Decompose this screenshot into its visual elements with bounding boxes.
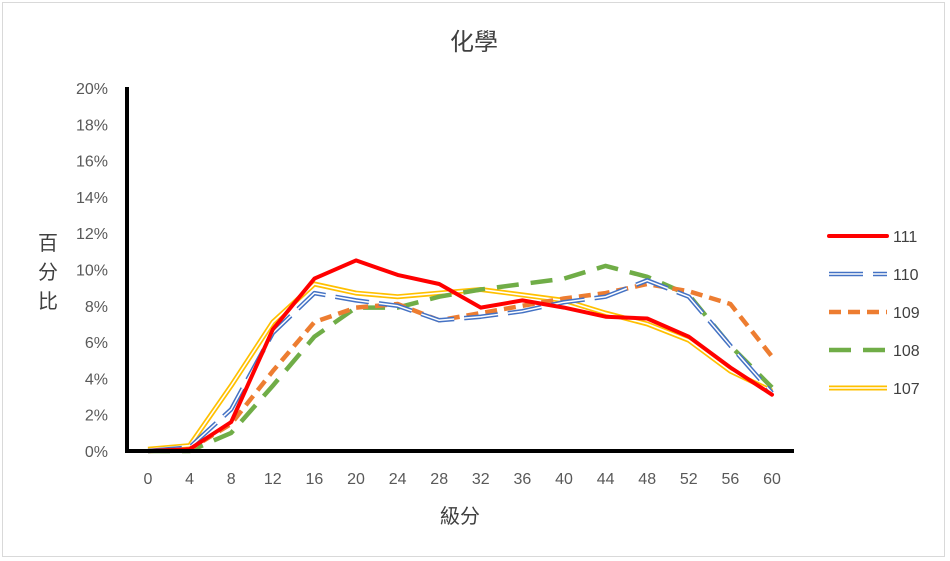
series-109 (147, 281, 774, 454)
legend: 111 110 109 108 107 (827, 229, 920, 398)
series-111-line (146, 258, 774, 453)
x-tick-label: 28 (430, 471, 448, 488)
y-tick-label: 12% (76, 226, 108, 243)
series-111 (146, 258, 774, 453)
chart-title: 化學 (450, 28, 498, 56)
y-tick-label: 14% (76, 190, 108, 207)
x-tick-label: 8 (227, 471, 236, 488)
y-tick-label: 18% (76, 117, 108, 134)
x-tick-label: 20 (347, 471, 365, 488)
y-axis-ticks: 0% 2% 4% 6% 8% 10% 12% 14% 16% 18% 20% (76, 81, 108, 461)
legend-item-111: 111 (827, 229, 917, 246)
y-tick-label: 0% (85, 444, 108, 461)
series-107-line-inner (147, 283, 773, 450)
legend-item-109: 109 (829, 305, 920, 322)
x-tick-label: 12 (264, 471, 282, 488)
y-axis-label: 百分比 (38, 231, 58, 313)
x-axis-ticks: 0 4 8 12 16 20 24 28 32 36 40 44 48 52 56 60 (144, 471, 781, 488)
x-tick-label: 24 (389, 471, 407, 488)
series-107-line (147, 281, 774, 452)
series-lines (146, 258, 774, 454)
x-tick-label: 56 (722, 471, 740, 488)
legend-label: 109 (893, 305, 920, 322)
series-108-line (148, 263, 774, 454)
y-tick-label: 8% (85, 299, 108, 316)
y-tick-label: 10% (76, 263, 108, 280)
x-tick-label: 60 (763, 471, 781, 488)
x-axis-label: 級分 (440, 504, 480, 528)
x-tick-label: 0 (144, 471, 153, 488)
y-tick-label: 6% (85, 335, 108, 352)
y-axis-label-char: 比 (38, 289, 58, 313)
x-tick-label: 40 (555, 471, 573, 488)
y-tick-label: 16% (76, 154, 108, 171)
x-tick-label: 4 (185, 471, 194, 488)
legend-label: 110 (893, 267, 919, 284)
y-tick-label: 4% (85, 371, 108, 388)
series-109-line (147, 281, 774, 454)
legend-item-108: 108 (829, 343, 920, 360)
x-tick-label: 48 (638, 471, 656, 488)
x-tick-label: 52 (680, 471, 698, 488)
legend-item-110: 110 (829, 267, 919, 284)
series-108 (148, 263, 774, 454)
legend-label: 111 (893, 229, 917, 246)
legend-item-107: 107 (829, 381, 920, 398)
y-tick-label: 2% (85, 408, 108, 425)
legend-label: 107 (893, 381, 920, 398)
y-tick-label: 20% (76, 81, 108, 98)
x-tick-label: 36 (514, 471, 532, 488)
y-axis-label-char: 分 (38, 260, 58, 284)
x-tick-label: 16 (306, 471, 324, 488)
series-107 (147, 281, 774, 452)
legend-label: 108 (893, 343, 920, 360)
x-tick-label: 44 (597, 471, 615, 488)
x-tick-label: 32 (472, 471, 490, 488)
y-axis-label-char: 百 (38, 231, 58, 255)
